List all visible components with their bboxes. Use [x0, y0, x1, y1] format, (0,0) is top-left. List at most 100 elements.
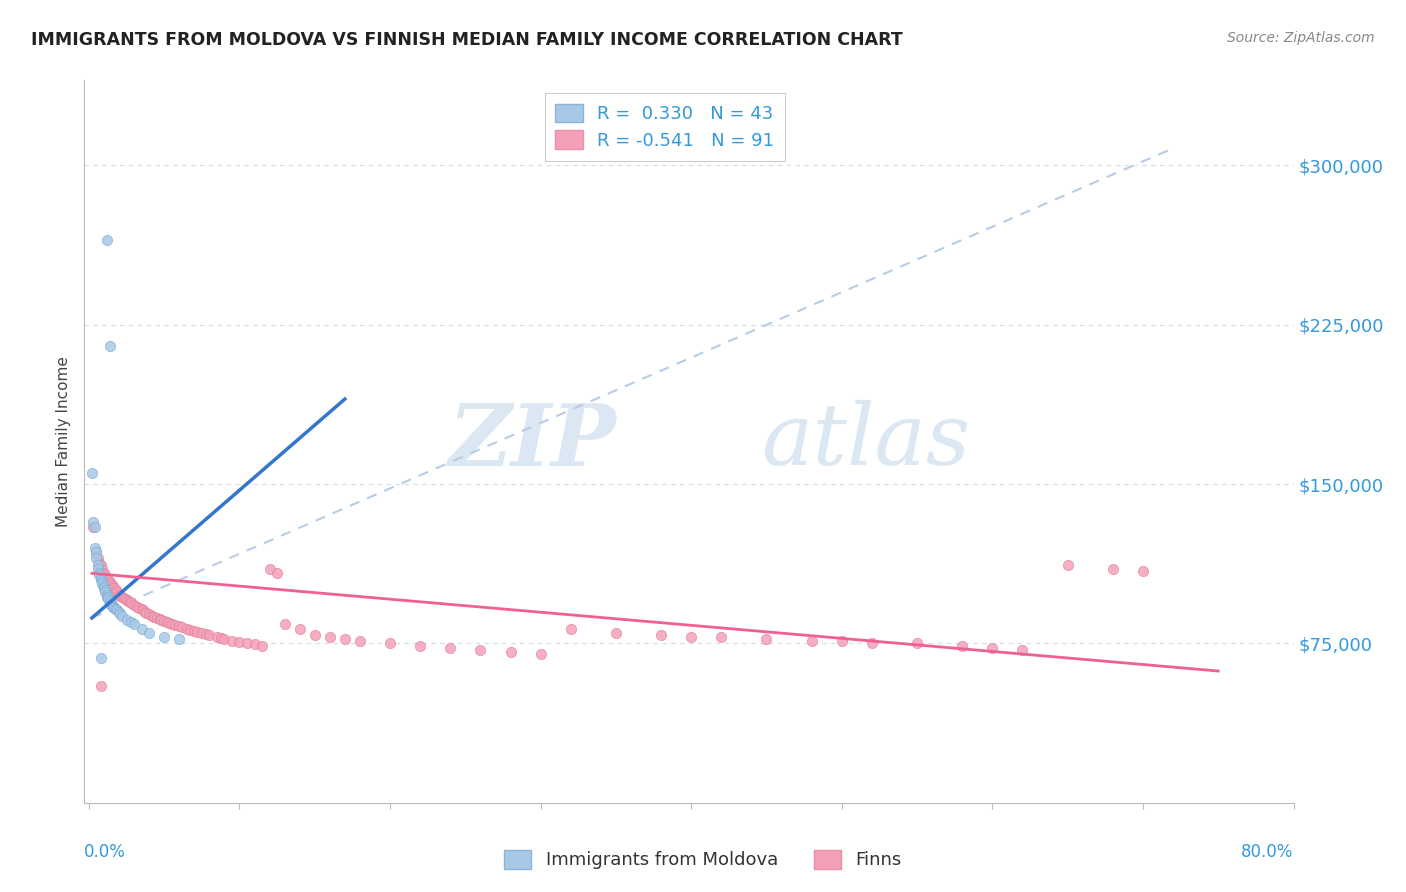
Point [118, 595, 141, 609]
Point [266, 566, 288, 581]
Text: ZIP: ZIP [449, 400, 616, 483]
Point [89, 556, 111, 570]
Point [117, 594, 139, 608]
Point [104, 583, 127, 598]
Point [83, 541, 105, 555]
Point [101, 599, 124, 614]
Point [93, 579, 115, 593]
Point [101, 579, 124, 593]
Legend: Immigrants from Moldova, Finns: Immigrants from Moldova, Finns [495, 841, 911, 879]
Point [112, 591, 135, 605]
Text: IMMIGRANTS FROM MOLDOVA VS FINNISH MEDIAN FAMILY INCOME CORRELATION CHART: IMMIGRANTS FROM MOLDOVA VS FINNISH MEDIA… [31, 31, 903, 49]
Point [122, 617, 145, 632]
Point [115, 592, 138, 607]
Point [82, 516, 104, 530]
Legend: R =  0.330   N = 43, R = -0.541   N = 91: R = 0.330 N = 43, R = -0.541 N = 91 [544, 93, 785, 161]
Point [83, 519, 105, 533]
Point [228, 635, 250, 649]
Point [183, 624, 205, 638]
Point [409, 639, 432, 653]
Point [259, 562, 281, 576]
Point [108, 605, 131, 619]
Point [97, 591, 120, 606]
Point [530, 647, 553, 661]
Point [101, 600, 124, 615]
Point [236, 636, 259, 650]
Point [89, 566, 111, 581]
Point [800, 634, 823, 648]
Point [209, 631, 232, 645]
Point [96, 570, 118, 584]
Point [1101, 562, 1123, 576]
Point [107, 585, 129, 599]
Point [142, 610, 165, 624]
Point [439, 640, 461, 655]
Point [710, 630, 733, 644]
Point [288, 622, 311, 636]
Point [86, 545, 108, 559]
Point [205, 630, 228, 644]
Point [90, 570, 112, 584]
Point [755, 632, 778, 647]
Text: 80.0%: 80.0% [1241, 843, 1294, 861]
Point [94, 583, 117, 598]
Point [82, 519, 104, 533]
Point [120, 596, 142, 610]
Point [90, 558, 112, 572]
Point [86, 551, 108, 566]
Point [157, 616, 180, 631]
Point [214, 632, 236, 647]
Point [91, 562, 114, 576]
Point [172, 620, 194, 634]
Point [132, 603, 155, 617]
Point [191, 625, 214, 640]
Point [167, 619, 190, 633]
Point [86, 545, 108, 559]
Point [91, 574, 114, 589]
Point [89, 568, 111, 582]
Text: atlas: atlas [762, 401, 970, 483]
Point [128, 601, 150, 615]
Point [831, 634, 853, 648]
Point [905, 636, 928, 650]
Point [156, 615, 179, 630]
Point [96, 590, 118, 604]
Point [243, 638, 266, 652]
Point [378, 636, 401, 650]
Point [1132, 564, 1154, 578]
Point [195, 627, 218, 641]
Point [108, 588, 131, 602]
Point [167, 632, 190, 647]
Point [319, 630, 342, 644]
Point [349, 634, 371, 648]
Point [221, 634, 243, 648]
Y-axis label: Median Family Income: Median Family Income [56, 356, 72, 527]
Point [141, 608, 163, 623]
Point [80, 467, 103, 481]
Point [114, 591, 136, 606]
Point [135, 606, 157, 620]
Point [150, 613, 173, 627]
Point [163, 618, 186, 632]
Point [100, 596, 122, 610]
Point [860, 636, 883, 650]
Point [120, 615, 142, 630]
Point [87, 562, 110, 576]
Point [149, 612, 172, 626]
Point [153, 630, 176, 644]
Point [1056, 558, 1078, 572]
Point [96, 588, 118, 602]
Point [103, 601, 125, 615]
Point [97, 573, 120, 587]
Point [950, 639, 973, 653]
Point [981, 640, 1004, 655]
Point [131, 602, 153, 616]
Point [103, 581, 125, 595]
Point [110, 589, 132, 603]
Point [90, 679, 112, 693]
Point [104, 602, 127, 616]
Point [176, 622, 198, 636]
Point [499, 645, 522, 659]
Point [98, 574, 121, 589]
Point [186, 624, 208, 639]
